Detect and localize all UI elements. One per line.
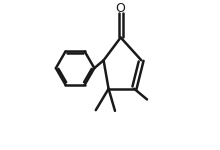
Text: O: O	[116, 2, 126, 15]
